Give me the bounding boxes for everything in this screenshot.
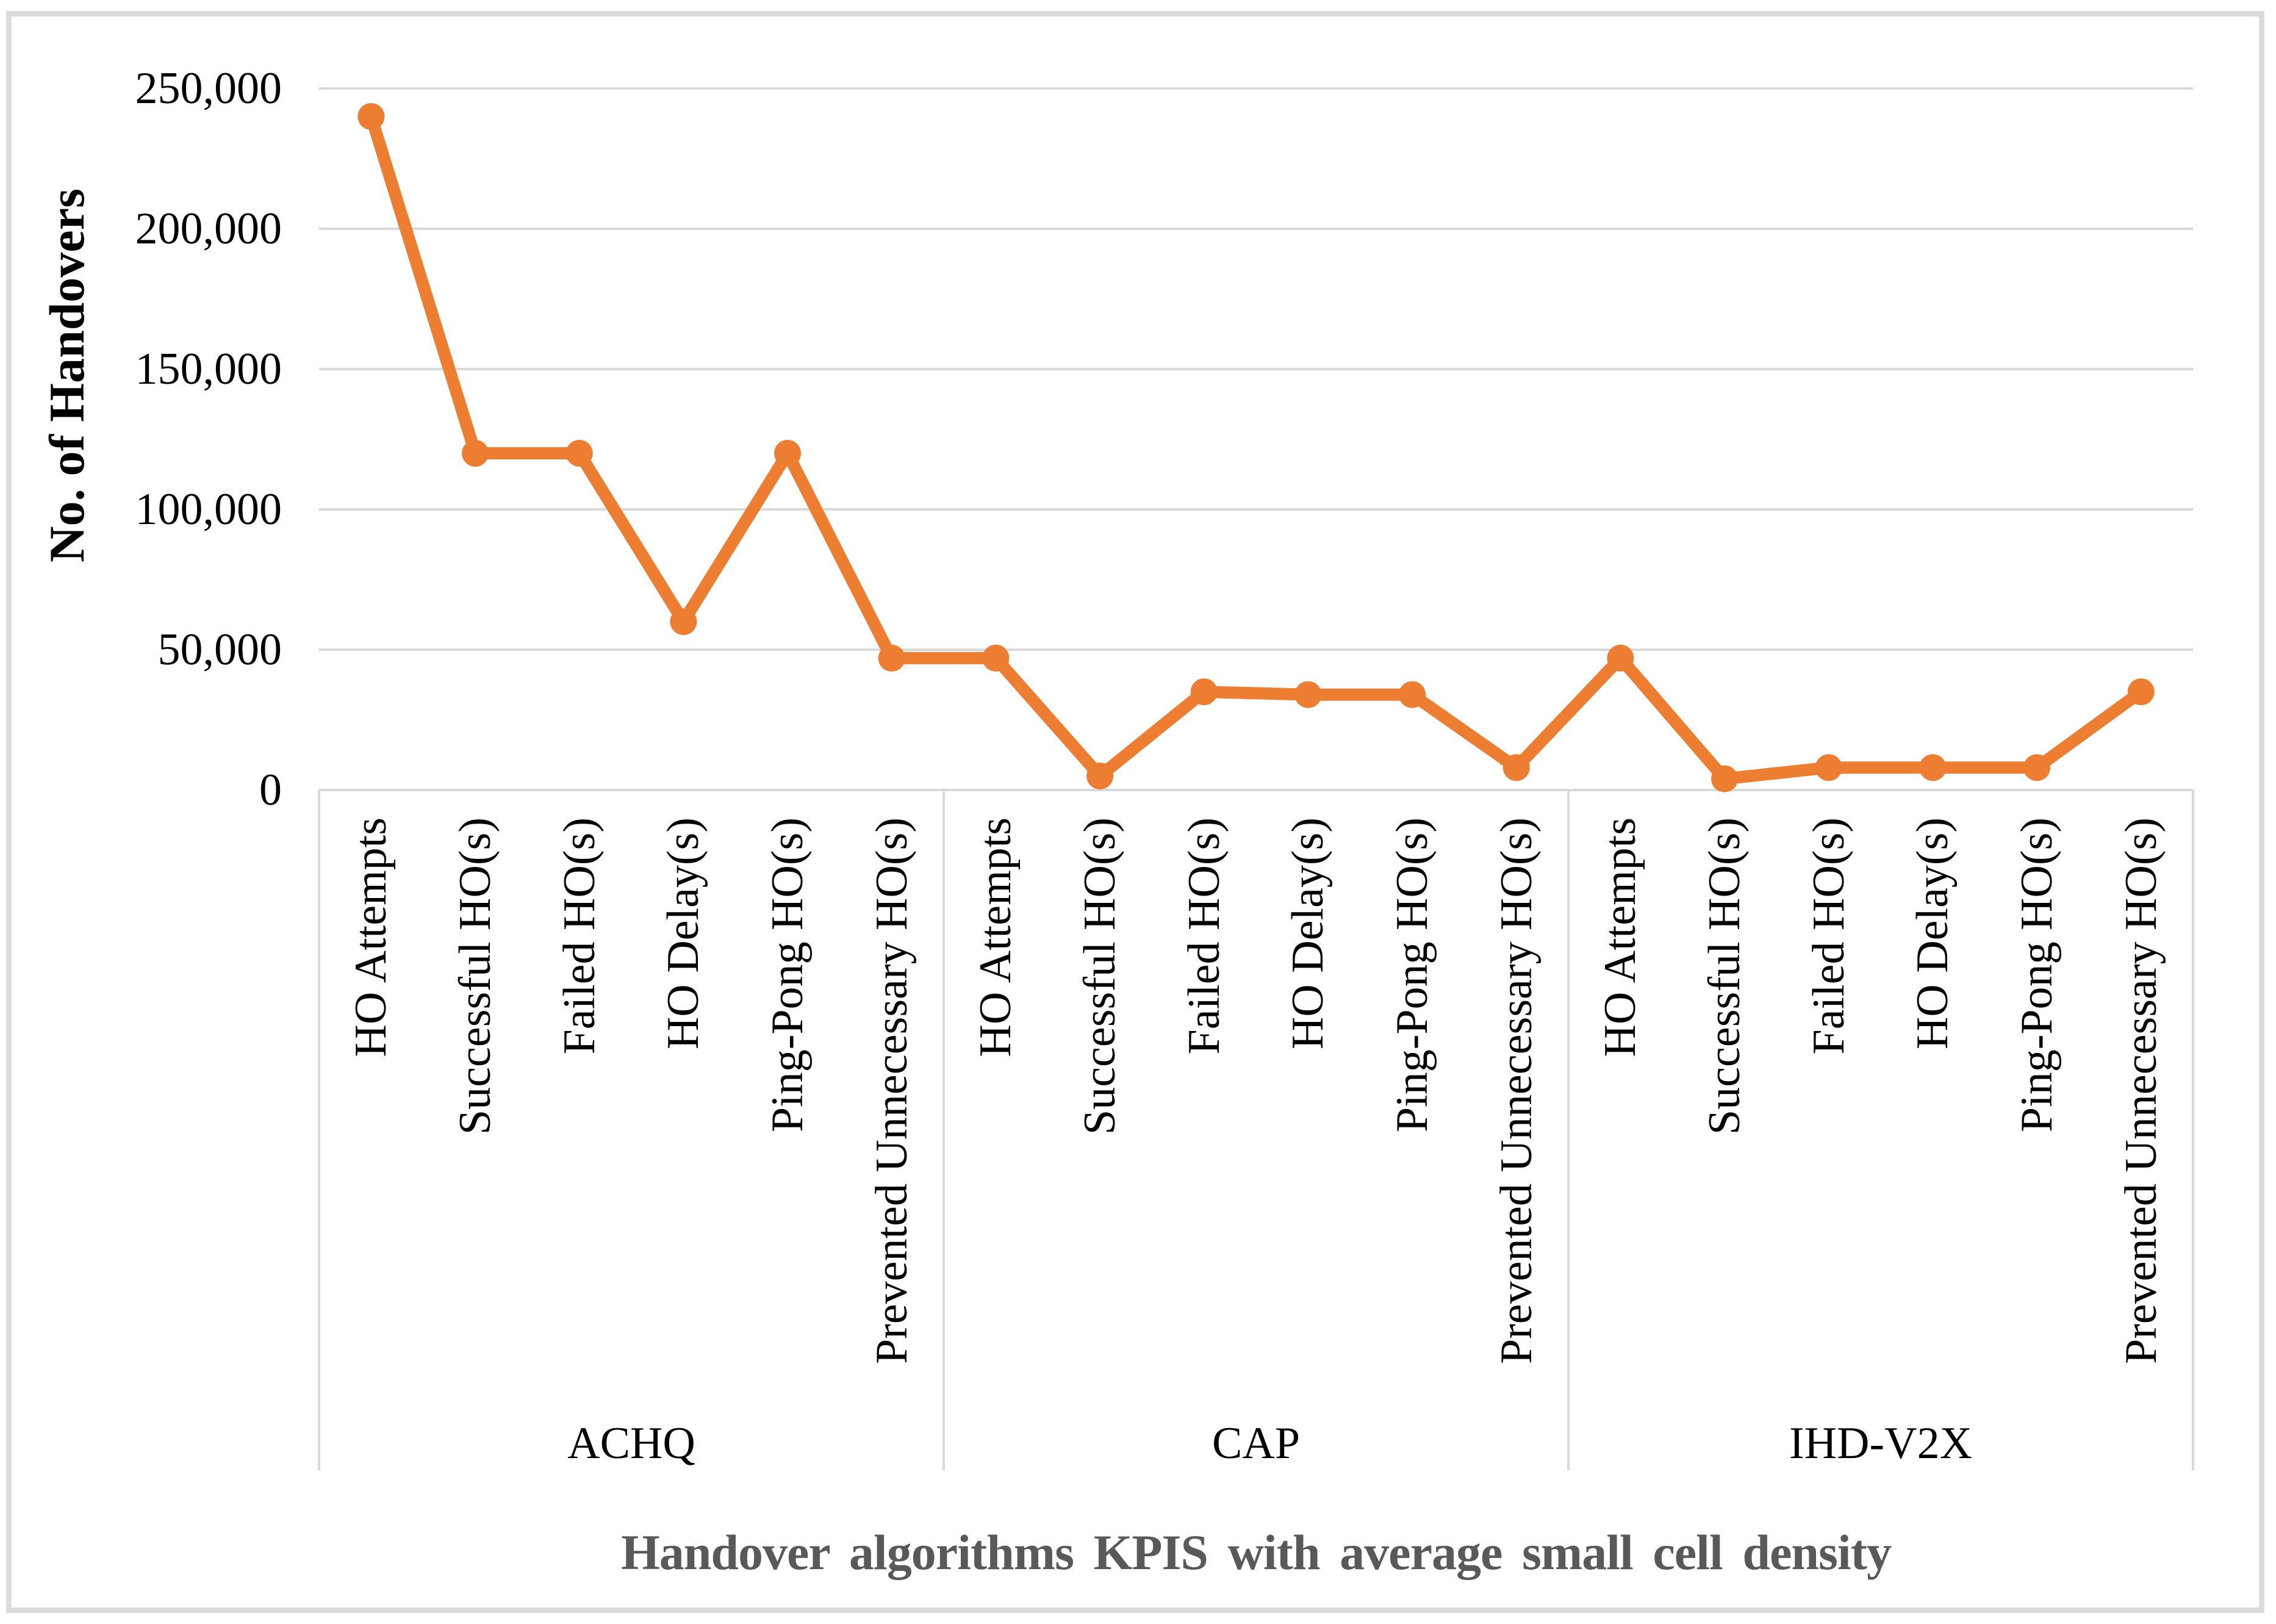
category-label: HO Attempts: [319, 817, 423, 1470]
data-point-marker: [1502, 754, 1530, 781]
category-label: Successful HO(s): [423, 817, 528, 1470]
x-axis-title: Handover algorithms KPIS with average sm…: [621, 1525, 1892, 1580]
category-label-text: Successful HO(s): [1074, 817, 1125, 1135]
category-label-text: Failed HO(s): [1179, 817, 1229, 1055]
category-label-text: HO Delay(s): [1908, 817, 1958, 1050]
data-point-marker: [565, 440, 593, 467]
data-point-marker: [774, 440, 801, 467]
data-point-marker: [462, 440, 489, 467]
data-point-marker: [1294, 681, 1322, 708]
group-label: CAP: [1212, 1418, 1300, 1468]
y-tick-label: 200,000: [135, 204, 282, 254]
y-tick-label: 150,000: [135, 344, 282, 394]
data-point-marker: [1607, 644, 1634, 672]
y-tick-label: 250,000: [135, 63, 282, 113]
category-label-text: Prevented Unnecessary HO(s): [1491, 817, 1542, 1364]
category-label-text: Failed HO(s): [1803, 817, 1854, 1055]
y-tick-label: 100,000: [135, 484, 282, 534]
category-label-text: HO Delay(s): [1283, 817, 1334, 1050]
category-label: Successful HO(s): [1673, 817, 1777, 1470]
data-series-line: [365, 110, 2147, 785]
category-label-text: Prevented Unnecessary HO(s): [866, 817, 917, 1364]
category-label-text: Ping-Pong HO(s): [1387, 817, 1437, 1132]
category-label: Ping-Pong HO(s): [736, 817, 840, 1470]
data-point-marker: [1399, 681, 1426, 708]
category-label: Prevented Unnecessary HO(s): [839, 817, 944, 1470]
data-point-marker: [2023, 754, 2050, 781]
category-label: HO Delay(s): [631, 817, 736, 1470]
category-label-text: Ping-Pong HO(s): [2011, 817, 2062, 1132]
group-label: ACHQ: [567, 1418, 695, 1468]
data-point-marker: [1815, 754, 1842, 781]
category-label: Failed HO(s): [527, 817, 631, 1470]
category-label: Prevented Unnecessary HO(s): [1464, 817, 1568, 1470]
data-point-marker: [357, 103, 385, 130]
category-label: Successful HO(s): [1048, 817, 1152, 1470]
category-label: Ping-Pong HO(s): [1360, 817, 1465, 1470]
data-point-marker: [1190, 678, 1218, 705]
data-point-marker: [2127, 678, 2155, 705]
y-tick-label: 50,000: [157, 625, 282, 675]
category-label-text: HO Delay(s): [658, 817, 709, 1050]
category-label: HO Attempts: [1568, 817, 1673, 1470]
category-label-text: Successful HO(s): [1699, 817, 1750, 1135]
category-label: Failed HO(s): [1152, 817, 1256, 1470]
category-label-text: Ping-Pong HO(s): [762, 817, 813, 1132]
data-point-marker: [1711, 765, 1738, 792]
data-point-marker: [878, 644, 905, 672]
group-label: IHD-V2X: [1789, 1418, 1973, 1468]
category-label: HO Delay(s): [1881, 817, 1985, 1470]
category-label-text: Successful HO(s): [450, 817, 500, 1135]
data-point-marker: [670, 608, 697, 635]
data-point-marker: [982, 644, 1010, 672]
category-label: Prevented Unnecessary HO(s): [2089, 817, 2193, 1470]
category-label: Ping-Pong HO(s): [1985, 817, 2089, 1470]
category-label: HO Attempts: [944, 817, 1048, 1470]
category-label-text: Failed HO(s): [554, 817, 605, 1055]
category-label-text: HO Attempts: [1595, 817, 1646, 1057]
y-tick-label: 0: [259, 765, 282, 815]
data-point-marker: [1919, 754, 1947, 781]
category-label: Failed HO(s): [1776, 817, 1881, 1470]
data-point-marker: [1086, 763, 1113, 789]
category-label-text: HO Attempts: [346, 817, 397, 1057]
category-label: HO Delay(s): [1256, 817, 1360, 1470]
category-label-text: HO Attempts: [971, 817, 1021, 1057]
category-label-text: Prevented Unnecessary HO(s): [2116, 817, 2166, 1364]
